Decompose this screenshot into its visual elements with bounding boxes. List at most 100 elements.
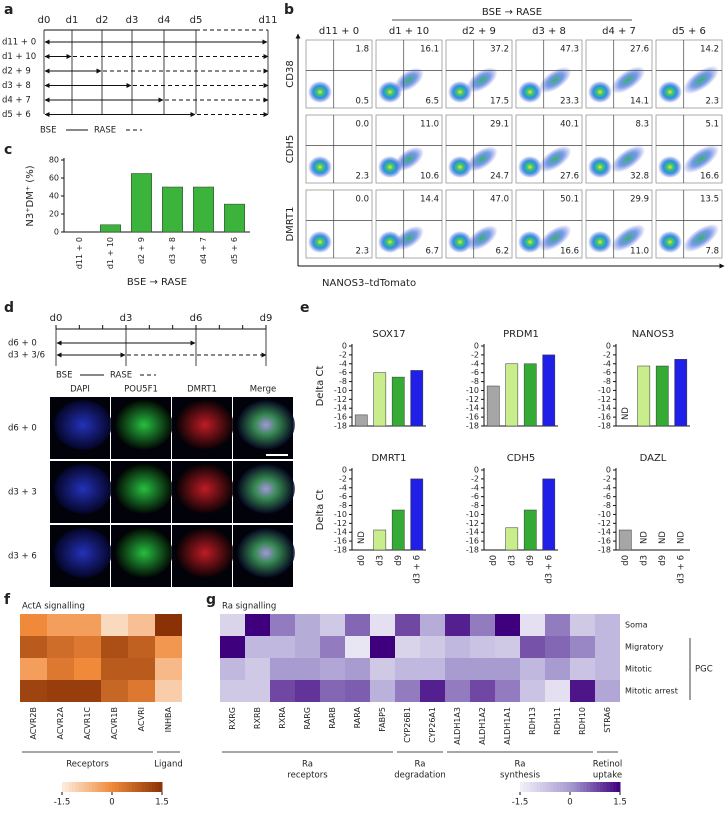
bar — [637, 365, 651, 427]
bar — [193, 186, 214, 233]
stain-header: DAPI — [70, 385, 90, 395]
colorbar-step — [523, 782, 528, 792]
density-cloud — [658, 81, 682, 103]
y-tick-label: -2 — [471, 350, 479, 359]
y-tick-label: -8 — [339, 377, 347, 386]
y-tick-label: -4 — [471, 483, 479, 492]
y-tick-label: -12 — [598, 395, 611, 404]
day-label: d1 — [66, 15, 79, 26]
quadrant-value: 0.0 — [355, 120, 369, 130]
y-tick-label: -2 — [339, 474, 347, 483]
column-label: RDH10 — [578, 707, 587, 735]
heatmap-cell — [20, 636, 47, 658]
heatmap-cell — [495, 680, 520, 702]
y-tick-label: -8 — [339, 501, 347, 510]
y-axis-label: Delta Ct — [315, 366, 326, 407]
micrograph-tissue — [54, 400, 112, 450]
heatmap-cell — [345, 636, 370, 658]
x-tick-label: d9 — [658, 555, 668, 566]
colorbar-step — [98, 782, 103, 792]
quadrant-value: 5.1 — [705, 120, 719, 130]
column-label: ACVR2A — [56, 706, 65, 739]
row-label: d3 + 8 — [2, 81, 31, 91]
quadrant-value: 27.6 — [560, 172, 579, 182]
day-label: d5 — [190, 15, 203, 26]
x-axis-label: BSE → RASE — [127, 277, 187, 288]
y-tick-label: -12 — [334, 519, 347, 528]
colorbar-step — [556, 782, 561, 792]
heatmap-cell — [445, 680, 470, 702]
x-tick-label: d3 + 6 — [676, 555, 686, 584]
micrograph-tissue — [115, 400, 173, 450]
heatmap-cell — [128, 636, 155, 658]
bar — [486, 385, 500, 427]
heatmap-cell — [128, 614, 155, 636]
y-tick-label: -16 — [598, 537, 611, 546]
stain-header: POU5F1 — [124, 385, 158, 395]
y-tick-label: -18 — [334, 422, 347, 431]
x-tick-label: d2 + 9 — [137, 237, 146, 264]
y-tick-label: -14 — [466, 404, 479, 413]
colorbar-step — [138, 782, 143, 792]
quadrant-value: 2.3 — [705, 97, 719, 107]
bar — [162, 186, 183, 233]
y-tick-label: -14 — [598, 528, 611, 537]
quadrant-value: 29.1 — [490, 120, 509, 130]
density-cloud — [394, 225, 424, 251]
quadrant-value: 6.7 — [425, 247, 439, 257]
column-label: INHBA — [164, 706, 173, 732]
x-tick-label: d3 + 6 — [544, 555, 554, 584]
colorbar-step — [573, 782, 578, 792]
density-cloud — [588, 156, 612, 178]
colorbar-step — [102, 782, 106, 792]
column-label: RXRB — [253, 707, 262, 729]
stain-header: DMRT1 — [187, 385, 217, 395]
bar — [410, 370, 424, 427]
y-tick-label: -10 — [598, 510, 611, 519]
micrograph-tissue — [115, 528, 173, 578]
colorbar-tick-label: 1.5 — [613, 798, 627, 808]
y-tick-label: 0 — [342, 342, 347, 351]
group-label: Ra — [515, 760, 526, 770]
y-tick-label: -12 — [466, 519, 479, 528]
colorbar-tick-label: -1.5 — [54, 798, 71, 808]
y-tick-label: -2 — [603, 350, 611, 359]
heatmap-cell — [545, 680, 570, 702]
row-label: d3 + 3/6 — [8, 351, 45, 361]
colorbar-step — [125, 782, 130, 792]
heatmap-cell — [245, 636, 270, 658]
y-tick-label: -16 — [466, 413, 479, 422]
y-tick-label: -16 — [598, 413, 611, 422]
quadrant-value: 2.3 — [355, 247, 369, 257]
heatmap-cell — [470, 680, 495, 702]
bar — [373, 529, 387, 551]
heatmap-cell — [47, 680, 74, 702]
quadrant-value: 50.1 — [560, 195, 579, 205]
heatmap-cell — [20, 658, 47, 680]
day-label: d4 — [158, 15, 171, 26]
y-tick-label: -8 — [471, 501, 479, 510]
chart-title: DAZL — [640, 453, 667, 464]
quadrant-value: 7.8 — [705, 247, 719, 257]
quadrant-value: 17.5 — [490, 97, 509, 107]
y-tick-label: -8 — [603, 377, 611, 386]
quadrant-value: 23.3 — [560, 97, 579, 107]
column-header: d2 + 9 — [462, 26, 496, 37]
colorbar-step — [158, 782, 163, 792]
stain-header: Merge — [250, 385, 277, 395]
group-label: Ra — [302, 760, 313, 770]
colorbar-tick-label: -1.5 — [512, 798, 529, 808]
y-tick-label: -12 — [466, 395, 479, 404]
density-cloud — [610, 66, 646, 94]
y-axis-label: N3⁺DM⁺ (%) — [25, 165, 36, 226]
colorbar-step — [553, 782, 558, 792]
density-cloud — [588, 81, 612, 103]
colorbar-step — [593, 782, 598, 792]
y-tick-label: -10 — [466, 386, 479, 395]
density-cloud — [610, 145, 646, 173]
heatmap-cell — [295, 680, 320, 702]
colorbar-step — [105, 782, 110, 792]
y-tick-label: 0 — [606, 342, 611, 351]
heatmap-cell — [445, 636, 470, 658]
quadrant-value: 10.6 — [420, 172, 439, 182]
